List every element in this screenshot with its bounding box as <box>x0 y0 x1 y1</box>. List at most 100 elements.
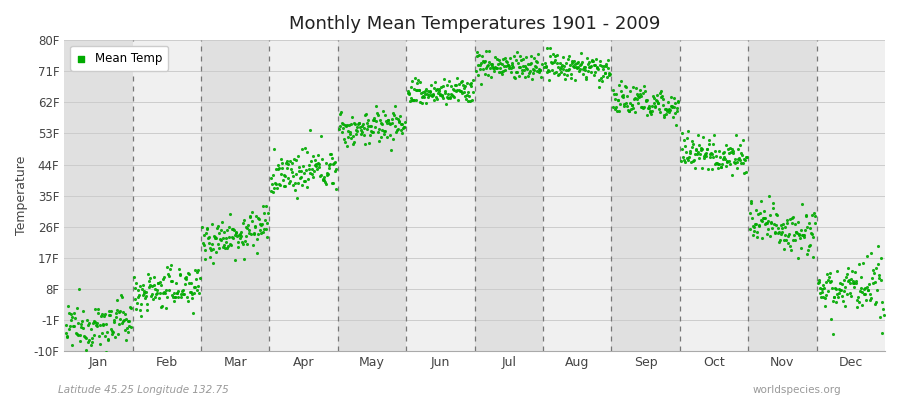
Point <box>638 88 652 94</box>
Point <box>544 53 558 60</box>
Point <box>601 64 616 71</box>
Point <box>537 64 552 70</box>
Point <box>638 96 652 103</box>
Point <box>133 306 148 313</box>
Point <box>573 60 588 67</box>
Point <box>258 217 273 223</box>
Point <box>128 285 142 292</box>
Point <box>676 154 690 160</box>
Point <box>581 58 596 65</box>
Point <box>367 116 382 123</box>
Point <box>758 215 772 222</box>
Point <box>675 146 689 153</box>
Point <box>597 62 611 69</box>
Point <box>143 282 157 289</box>
Bar <box>132 40 201 351</box>
Point <box>704 150 718 157</box>
Point <box>420 90 435 97</box>
Point <box>337 121 351 127</box>
Point <box>788 237 803 244</box>
Point <box>277 183 292 190</box>
Point <box>424 91 438 98</box>
Point <box>708 160 723 166</box>
Point <box>94 312 108 319</box>
Point <box>313 172 328 179</box>
Point <box>452 87 466 94</box>
Point <box>130 306 144 312</box>
Point <box>342 122 356 129</box>
Point <box>861 287 876 294</box>
Point <box>220 245 234 252</box>
Text: Latitude 45.25 Longitude 132.75: Latitude 45.25 Longitude 132.75 <box>58 385 230 395</box>
Point <box>238 217 252 223</box>
Point <box>344 121 358 127</box>
Point <box>579 76 593 82</box>
Point <box>553 66 567 72</box>
Point <box>213 227 228 233</box>
Point <box>245 218 259 224</box>
Point <box>154 282 168 288</box>
Point <box>826 298 841 304</box>
Point <box>222 211 237 217</box>
Point <box>624 106 638 112</box>
Point <box>241 222 256 228</box>
Point <box>341 128 356 134</box>
Point <box>685 137 699 144</box>
Point <box>231 232 246 238</box>
Point <box>220 243 235 250</box>
Point <box>145 282 159 289</box>
Point <box>461 89 475 96</box>
Point <box>127 274 141 280</box>
Point <box>840 270 854 277</box>
Point <box>88 306 103 312</box>
Point <box>630 95 644 102</box>
Point <box>371 129 385 136</box>
Point <box>273 181 287 188</box>
Point <box>66 323 80 329</box>
Point <box>850 303 865 310</box>
Point <box>418 86 433 92</box>
Point <box>549 60 563 66</box>
Point <box>156 275 170 282</box>
Point <box>793 235 807 242</box>
Point <box>205 260 220 267</box>
Point <box>224 234 238 240</box>
Point <box>566 58 580 64</box>
Point <box>385 110 400 116</box>
Point <box>380 134 394 140</box>
Point <box>869 299 884 306</box>
Point <box>669 122 683 128</box>
Point <box>261 210 275 216</box>
Point <box>774 222 788 228</box>
Point <box>730 158 744 165</box>
Point <box>60 334 75 340</box>
Point <box>172 266 186 272</box>
Point <box>689 151 704 158</box>
Point <box>450 87 464 94</box>
Point <box>842 278 856 284</box>
Point <box>420 88 435 94</box>
Point <box>230 229 244 236</box>
Point <box>376 107 391 114</box>
Point <box>644 109 658 115</box>
Point <box>72 337 86 344</box>
Point <box>190 287 204 293</box>
Point <box>551 64 565 70</box>
Point <box>731 156 745 163</box>
Point <box>310 166 324 173</box>
Point <box>136 292 150 298</box>
Point <box>426 92 440 98</box>
Point <box>857 291 871 297</box>
Point <box>499 63 513 69</box>
Point <box>535 61 549 67</box>
Point <box>260 220 274 227</box>
Point <box>855 289 869 295</box>
Point <box>146 296 160 302</box>
Point <box>140 301 154 308</box>
Point <box>152 279 166 286</box>
Point <box>534 67 548 74</box>
Point <box>187 284 202 290</box>
Point <box>657 114 671 121</box>
Point <box>378 128 392 135</box>
Point <box>150 287 165 294</box>
